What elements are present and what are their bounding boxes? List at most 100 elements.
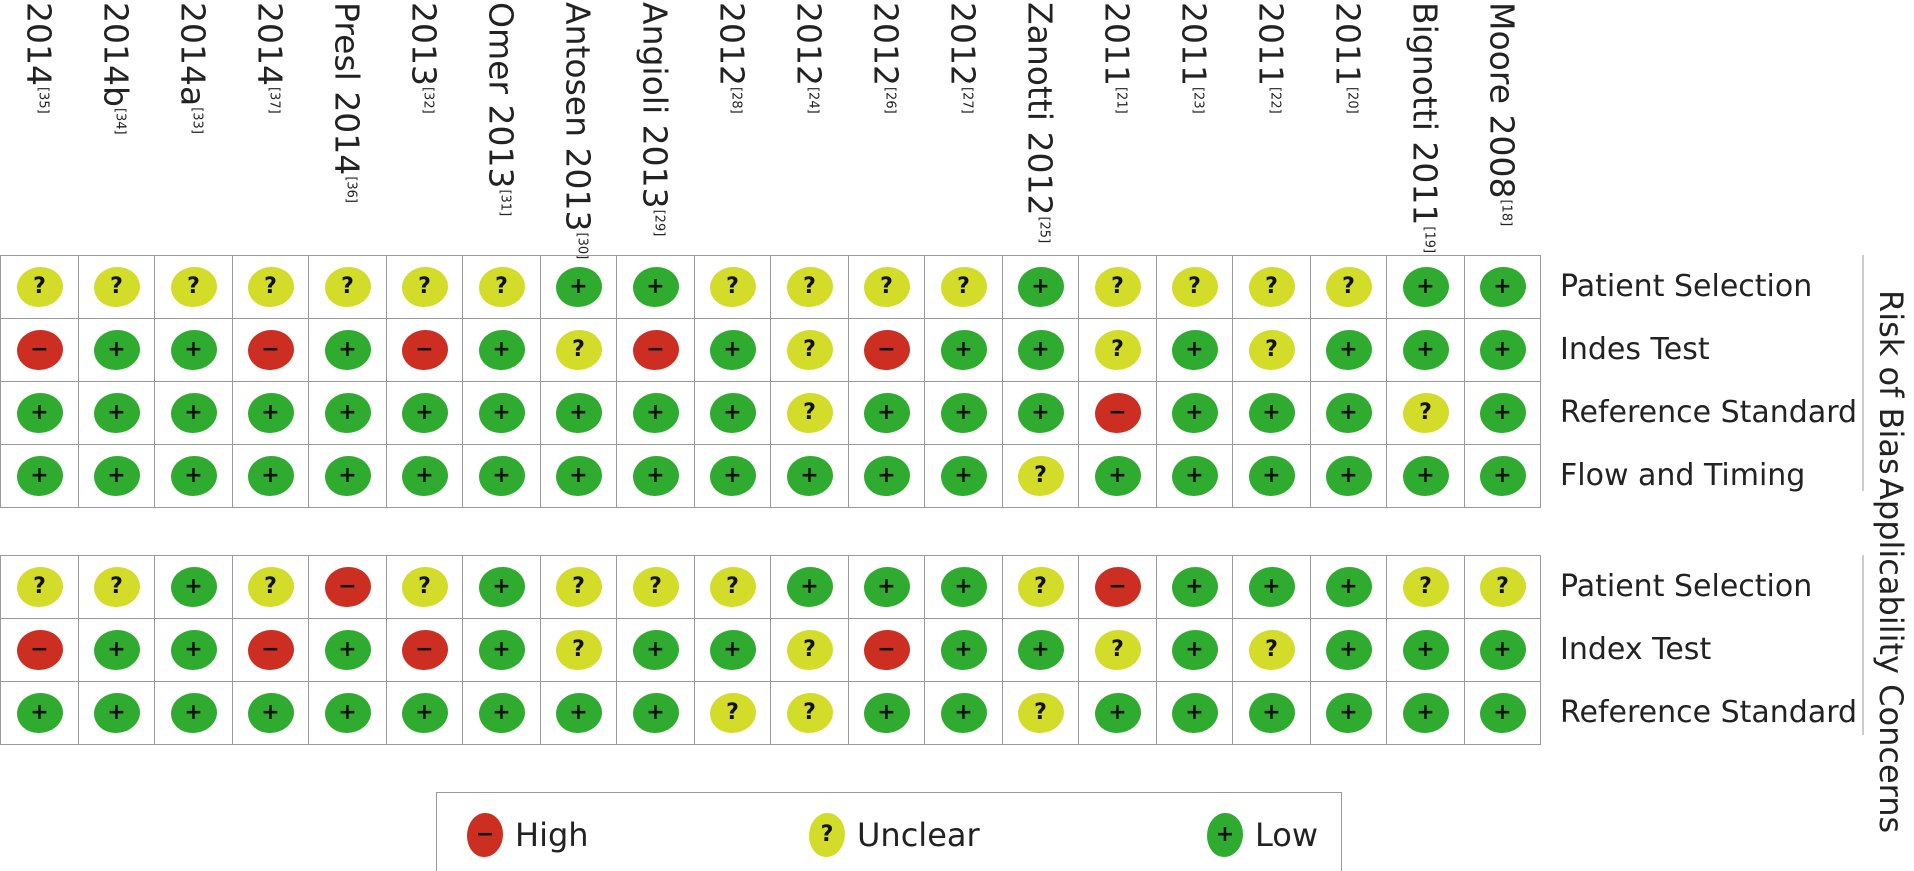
judgement-cell: + [1311,556,1387,619]
table-row: ??????? + +???? +???? + + [1,256,1541,319]
judgement-cell: + [541,256,617,319]
judgement-cell: + [1387,619,1465,682]
high-risk-icon: − [1094,393,1141,433]
judgement-cell: + [387,445,463,508]
judgement-cell: + [1311,445,1387,508]
low-risk-icon: + [709,330,756,370]
judgement-cell: + [387,682,463,745]
unclear-risk-icon: ? [940,267,987,307]
low-risk-icon: + [16,456,63,496]
judgement-cell: + [1003,256,1079,319]
study-header: 2012[24] [770,0,848,246]
unclear-risk-icon: ? [809,813,845,857]
applicability-grid: ?? +? −? +??? + + +? − + + +?? − + + − + − +? + +? − + +? +? + + +… [0,555,1541,745]
low-risk-icon: + [93,393,140,433]
high-risk-icon: − [16,630,63,670]
study-reference: [34] [112,107,128,135]
judgement-cell: ? [541,556,617,619]
study-header: Zanotti 2012[25] [1002,0,1078,246]
study-header: 2013[32] [386,0,462,246]
domain-label: Index Test [1560,632,1712,667]
unclear-risk-icon: ? [1171,267,1218,307]
low-risk-icon: + [1248,567,1295,607]
study-header: 2011[22] [1232,0,1310,246]
study-label: Bignotti 2011[19] [1406,2,1445,253]
judgement-cell: ? [79,556,155,619]
domain-label: Patient Selection [1560,569,1813,604]
study-reference: [32] [420,86,436,114]
unclear-risk-icon: ? [1094,330,1141,370]
judgement-cell: + [463,682,541,745]
unclear-risk-icon: ? [863,267,910,307]
low-risk-icon: + [1402,330,1449,370]
low-risk-icon: + [1325,693,1372,733]
study-label: 2011[20] [1329,2,1368,114]
study-label: Omer 2013[31] [482,2,521,217]
judgement-cell: + [309,319,387,382]
domain-label: Reference Standard [1560,395,1858,430]
legend: − High? Unclear + Low [436,792,1342,871]
domain-label: Patient Selection [1560,269,1813,304]
low-risk-icon: + [940,330,987,370]
judgement-cell: ? [155,256,233,319]
judgement-cell: + [463,619,541,682]
low-risk-icon: + [16,393,63,433]
low-risk-icon: + [555,393,602,433]
unclear-risk-icon: ? [786,393,833,433]
judgement-cell: − [387,319,463,382]
judgement-cell: + [155,445,233,508]
table-row: + + + + + + + + +?? + +? + + + + + + [1,682,1541,745]
low-risk-icon: + [478,630,525,670]
study-name: Angioli 2013 [635,2,675,209]
low-risk-icon: + [1325,456,1372,496]
unclear-risk-icon: ? [1094,630,1141,670]
judgement-cell: ? [1465,556,1541,619]
low-risk-icon: + [1479,456,1526,496]
low-risk-icon: + [555,456,602,496]
study-reference: [37] [266,86,282,114]
judgement-cell: ? [541,319,617,382]
judgement-cell: + [79,445,155,508]
judgement-cell: ? [771,619,849,682]
high-risk-icon: − [1094,567,1141,607]
judgement-cell: + [1233,682,1311,745]
low-risk-icon: + [1017,330,1064,370]
low-risk-icon: + [940,567,987,607]
study-reference: [36] [343,176,359,203]
study-reference: [31] [497,189,513,217]
judgement-cell: + [155,556,233,619]
unclear-risk-icon: ? [1248,630,1295,670]
judgement-cell: − [1,319,79,382]
unclear-risk-icon: ? [1402,567,1449,607]
unclear-risk-icon: ? [786,267,833,307]
judgement-cell: ? [1079,619,1157,682]
study-reference: [26] [882,86,898,114]
unclear-risk-icon: ? [709,693,756,733]
low-risk-icon: + [709,456,756,496]
low-risk-icon: + [478,693,525,733]
judgement-cell: + [1311,382,1387,445]
low-risk-icon: + [1094,456,1141,496]
study-name: 2012 [789,2,829,86]
low-risk-icon: + [247,393,294,433]
unclear-risk-icon: ? [247,567,294,607]
study-header: 2014b[34] [78,0,154,246]
judgement-cell: + [1079,445,1157,508]
high-risk-icon: − [324,567,371,607]
unclear-risk-icon: ? [93,567,140,607]
judgement-cell: + [1003,319,1079,382]
judgement-cell: + [1387,256,1465,319]
unclear-risk-icon: ? [16,267,63,307]
judgement-cell: + [233,382,309,445]
table-row: − + + − + − +? + +? − + +? +? + + + [1,619,1541,682]
study-header: 2014[35] [0,0,78,246]
low-risk-icon: + [1479,693,1526,733]
study-reference: [35] [35,86,51,114]
judgement-cell: + [233,682,309,745]
study-name: Zanotti 2012 [1020,2,1060,216]
low-risk-icon: + [555,693,602,733]
low-risk-icon: + [1479,267,1526,307]
judgement-cell: ? [1233,319,1311,382]
low-risk-icon: + [324,693,371,733]
high-risk-icon: − [247,630,294,670]
